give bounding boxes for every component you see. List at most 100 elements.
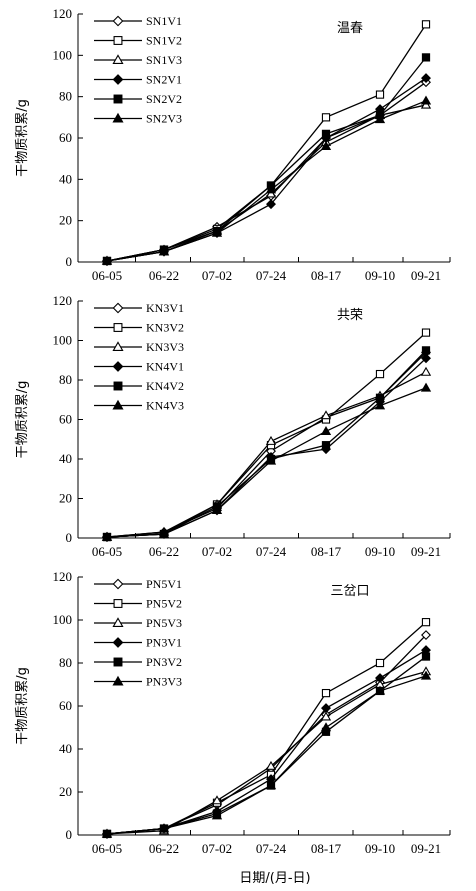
data-point: [211, 227, 223, 237]
series-line: [106, 670, 427, 835]
x-tick-label: 08-17: [311, 544, 342, 559]
legend-label: KN4V1: [146, 360, 184, 374]
y-axis-label: 干物质积累/g: [15, 667, 30, 745]
x-tick-label: 06-05: [92, 841, 122, 856]
legend-marker: [112, 578, 124, 590]
y-tick-label: 40: [59, 741, 72, 756]
series-line: [106, 104, 427, 262]
legend-marker: [113, 323, 123, 332]
x-tick-label: 06-22: [149, 544, 179, 559]
legend-label: PN5V1: [146, 577, 182, 591]
data-point: [158, 246, 170, 256]
y-tick-label: 60: [59, 698, 72, 713]
legend: SN1V1 SN1V2 SN1V3 SN2V1 SN2V2 SN2V3: [94, 14, 182, 126]
legend-label: SN2V1: [146, 73, 182, 87]
legend-marker: [113, 599, 123, 608]
y-tick-label: 100: [53, 333, 73, 348]
x-tick-label: 07-24: [256, 841, 287, 856]
x-tick-label: 09-10: [365, 841, 395, 856]
data-point: [375, 90, 385, 99]
legend: KN3V1 KN3V2 KN3V3 KN4V1 KN4V2 KN4V3: [94, 301, 184, 413]
data-point: [321, 441, 331, 450]
legend-marker: [113, 381, 123, 391]
legend-label: SN1V2: [146, 34, 182, 48]
x-tick-label: 09-10: [365, 544, 395, 559]
legend-label: PN3V1: [146, 636, 182, 650]
legend-marker: [112, 74, 124, 85]
legend-marker: [112, 302, 124, 314]
y-tick-label: 20: [59, 784, 72, 799]
x-tick-label: 07-24: [256, 544, 287, 559]
data-point: [374, 685, 386, 695]
x-tick-label: 06-05: [92, 268, 122, 283]
legend-label: KN3V2: [146, 321, 184, 335]
legend-label: KN4V2: [146, 379, 184, 393]
data-point: [375, 393, 385, 402]
y-tick-label: 40: [59, 451, 72, 466]
legend-marker: [112, 54, 124, 65]
data-point: [320, 410, 332, 420]
series-KN4V3: [101, 382, 432, 541]
x-tick-label: 06-05: [92, 544, 122, 559]
data-point: [375, 658, 385, 668]
series-line: [106, 675, 427, 835]
series-line: [106, 56, 427, 262]
y-tick-label: 120: [53, 293, 73, 308]
legend-marker: [112, 617, 124, 628]
x-tick-label: 07-02: [202, 544, 232, 559]
data-point: [321, 688, 331, 698]
legend-label: KN3V3: [146, 340, 184, 354]
legend-label: PN3V2: [146, 655, 182, 669]
data-point: [375, 673, 385, 684]
y-tick-label: 20: [59, 491, 72, 506]
data-point: [421, 328, 431, 337]
panel-3: 0 20 40 60 80 100 120 06-05 06-22 07-02 07-24 08-17…: [15, 569, 451, 856]
data-point: [101, 828, 113, 838]
y-tick-label: 100: [53, 612, 73, 627]
data-point: [265, 435, 277, 445]
data-point: [421, 652, 431, 661]
legend-marker: [113, 94, 123, 104]
x-tick-label: 09-21: [411, 268, 441, 283]
data-point: [421, 346, 431, 355]
y-tick-label: 60: [59, 412, 72, 427]
y-axis-label: 干物质积累/g: [15, 381, 30, 459]
data-point: [211, 795, 223, 805]
data-point: [320, 426, 332, 436]
data-point: [421, 20, 431, 29]
data-point: [265, 455, 277, 465]
data-point: [420, 382, 432, 392]
y-tick-label: 80: [59, 655, 72, 670]
data-point: [211, 810, 223, 820]
legend-label: KN3V1: [146, 301, 184, 315]
data-point: [421, 618, 431, 627]
data-point: [265, 780, 277, 790]
data-point: [101, 531, 113, 541]
data-point: [420, 366, 432, 376]
x-tick-label: 07-24: [256, 268, 287, 283]
legend-marker: [112, 15, 124, 27]
legend-marker: [113, 36, 123, 45]
series-PN5V2: [102, 618, 431, 839]
data-point: [421, 353, 431, 364]
legend-marker: [113, 657, 123, 667]
legend-marker: [112, 399, 124, 410]
data-point: [375, 369, 385, 379]
series-line: [106, 621, 427, 835]
x-tick-label: 09-10: [365, 268, 395, 283]
legend-label: PN3V3: [146, 675, 182, 689]
legend-label: SN2V3: [146, 112, 182, 126]
data-point: [321, 703, 331, 714]
data-point: [266, 199, 276, 210]
legend: PN5V1 PN5V2 PN5V3 PN3V1 PN3V2 PN3V3: [94, 577, 182, 689]
data-point: [158, 528, 170, 538]
legend-label: PN5V2: [146, 597, 182, 611]
x-axis-label: 日期/(月-日): [239, 871, 310, 886]
y-tick-label: 80: [59, 89, 72, 104]
series-PN3V3: [101, 670, 432, 838]
x-tick-label: 06-22: [149, 268, 179, 283]
y-tick-label: 20: [59, 213, 72, 228]
data-point: [321, 113, 331, 122]
x-tick-label: 07-02: [202, 268, 232, 283]
